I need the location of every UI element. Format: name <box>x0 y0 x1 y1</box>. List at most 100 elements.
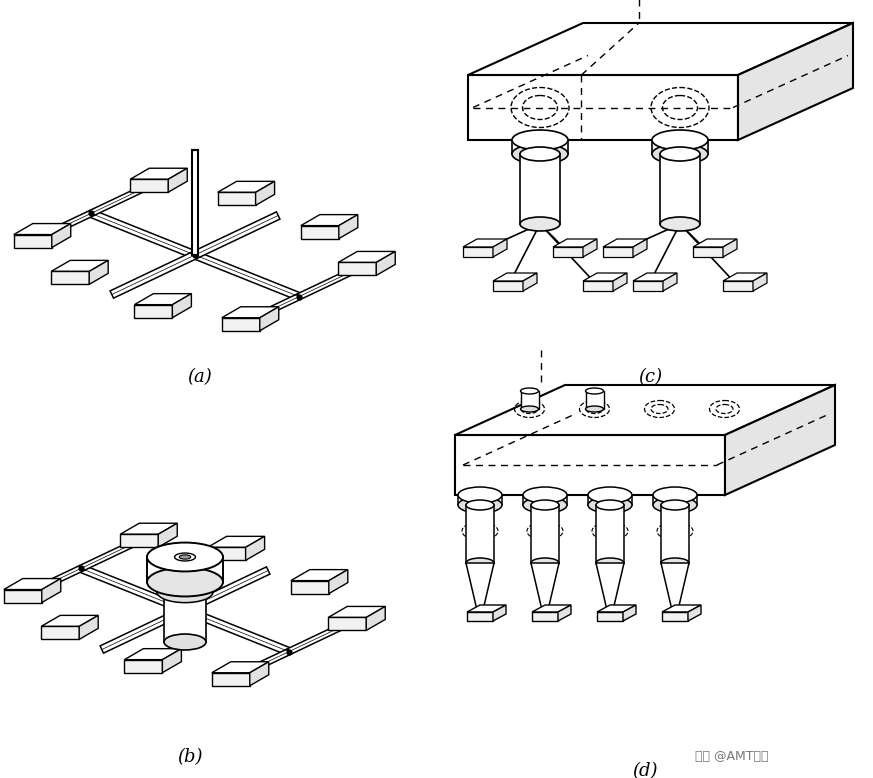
Polygon shape <box>588 495 632 505</box>
Polygon shape <box>79 615 98 640</box>
Polygon shape <box>468 23 853 75</box>
Polygon shape <box>328 606 385 618</box>
Polygon shape <box>287 621 348 654</box>
Polygon shape <box>147 557 223 582</box>
Polygon shape <box>468 75 738 140</box>
Polygon shape <box>583 239 597 257</box>
Polygon shape <box>493 273 537 281</box>
Ellipse shape <box>596 500 624 510</box>
Ellipse shape <box>157 581 213 603</box>
Ellipse shape <box>660 217 700 231</box>
Polygon shape <box>653 495 697 505</box>
Polygon shape <box>90 183 151 216</box>
Polygon shape <box>531 563 559 608</box>
Polygon shape <box>512 140 568 154</box>
Polygon shape <box>134 293 191 305</box>
Text: (c): (c) <box>638 368 662 386</box>
Polygon shape <box>463 247 493 257</box>
Polygon shape <box>291 569 347 580</box>
Ellipse shape <box>520 217 560 231</box>
Polygon shape <box>652 140 708 154</box>
Ellipse shape <box>588 487 632 503</box>
Polygon shape <box>130 179 168 192</box>
Polygon shape <box>157 582 213 592</box>
Polygon shape <box>90 210 196 259</box>
Polygon shape <box>162 649 182 673</box>
Polygon shape <box>583 273 627 281</box>
Polygon shape <box>558 605 571 621</box>
Text: (a): (a) <box>188 368 212 386</box>
Polygon shape <box>14 234 52 247</box>
Ellipse shape <box>179 555 190 559</box>
Ellipse shape <box>652 144 708 164</box>
Polygon shape <box>723 239 737 257</box>
Polygon shape <box>597 605 636 612</box>
Polygon shape <box>172 293 191 317</box>
Polygon shape <box>523 495 567 505</box>
Polygon shape <box>194 251 300 300</box>
Polygon shape <box>222 317 260 331</box>
Polygon shape <box>338 262 376 275</box>
Polygon shape <box>339 215 358 239</box>
Ellipse shape <box>520 147 560 161</box>
Polygon shape <box>467 605 506 612</box>
Ellipse shape <box>466 558 494 568</box>
Polygon shape <box>134 305 172 317</box>
Polygon shape <box>3 579 61 590</box>
Ellipse shape <box>512 144 568 164</box>
Polygon shape <box>328 618 367 630</box>
Polygon shape <box>208 548 245 560</box>
Ellipse shape <box>588 497 632 513</box>
Polygon shape <box>183 606 291 655</box>
Polygon shape <box>553 247 583 257</box>
Ellipse shape <box>531 558 559 568</box>
Polygon shape <box>738 23 853 140</box>
Polygon shape <box>212 673 250 685</box>
Polygon shape <box>217 181 275 192</box>
Ellipse shape <box>466 500 494 510</box>
Ellipse shape <box>520 406 539 412</box>
Ellipse shape <box>652 130 708 150</box>
Polygon shape <box>120 534 158 547</box>
Polygon shape <box>633 273 677 281</box>
Polygon shape <box>222 307 278 317</box>
Polygon shape <box>183 567 270 614</box>
Polygon shape <box>693 247 723 257</box>
Ellipse shape <box>164 584 206 600</box>
Polygon shape <box>41 615 98 626</box>
Ellipse shape <box>661 558 689 568</box>
Ellipse shape <box>520 388 539 394</box>
Polygon shape <box>663 273 677 291</box>
Polygon shape <box>79 565 187 614</box>
Polygon shape <box>725 385 835 495</box>
Polygon shape <box>52 223 71 247</box>
Ellipse shape <box>523 487 567 503</box>
Ellipse shape <box>164 634 206 650</box>
Polygon shape <box>14 223 71 234</box>
Text: 知乎 @AMT论坛: 知乎 @AMT论坛 <box>695 750 768 763</box>
Text: (d): (d) <box>632 762 657 778</box>
Ellipse shape <box>661 500 689 510</box>
Polygon shape <box>520 391 539 409</box>
Polygon shape <box>367 606 385 630</box>
Polygon shape <box>301 226 339 239</box>
Polygon shape <box>245 536 265 560</box>
Polygon shape <box>42 579 61 603</box>
Polygon shape <box>124 649 182 660</box>
Ellipse shape <box>586 406 603 412</box>
Polygon shape <box>463 239 507 247</box>
Polygon shape <box>466 563 494 608</box>
Polygon shape <box>256 181 275 205</box>
Polygon shape <box>753 273 767 291</box>
Polygon shape <box>52 272 89 285</box>
Polygon shape <box>532 612 558 621</box>
Ellipse shape <box>660 147 700 161</box>
Polygon shape <box>100 606 187 654</box>
Polygon shape <box>208 536 265 548</box>
Polygon shape <box>124 660 162 673</box>
Polygon shape <box>217 192 256 205</box>
Polygon shape <box>250 662 269 685</box>
Ellipse shape <box>653 497 697 513</box>
Polygon shape <box>723 273 767 281</box>
Ellipse shape <box>147 568 223 597</box>
